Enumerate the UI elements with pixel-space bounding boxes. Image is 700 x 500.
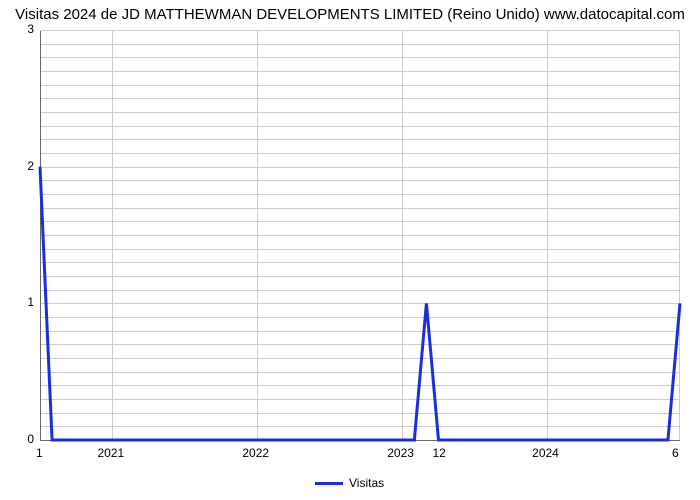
legend-label: Visitas (349, 476, 384, 490)
legend: Visitas (315, 476, 384, 490)
legend-swatch (315, 482, 343, 485)
line-series (0, 0, 700, 500)
